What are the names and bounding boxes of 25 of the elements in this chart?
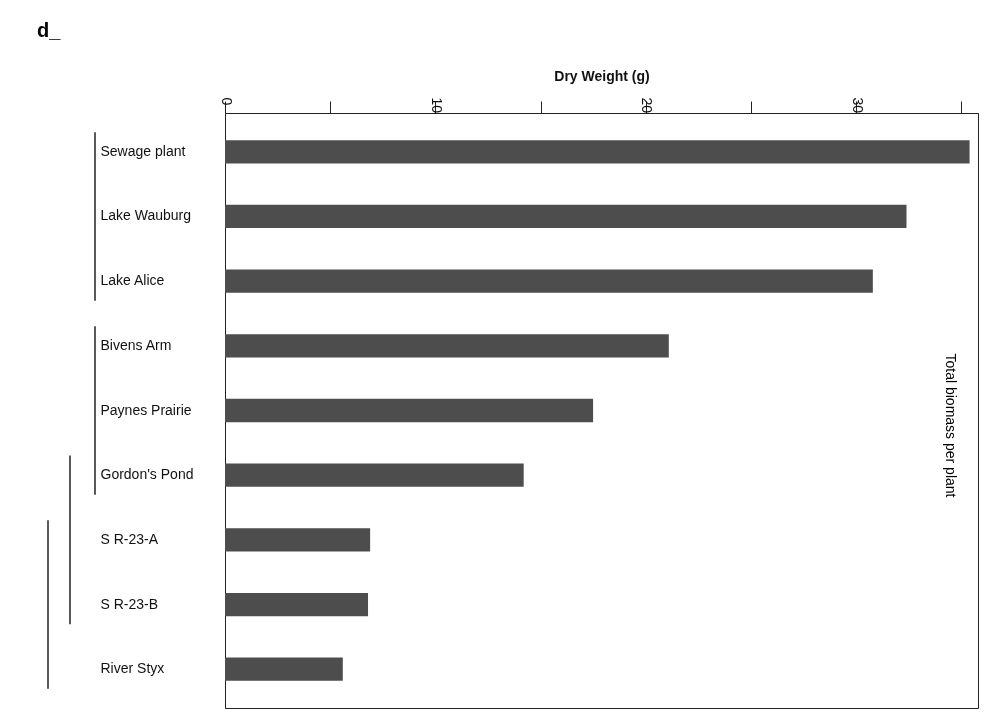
bar [225, 592, 369, 617]
bar [225, 334, 669, 358]
annotation: Total biomass per plant [943, 353, 959, 498]
bar [225, 140, 970, 164]
bar [225, 398, 594, 423]
bar [225, 657, 343, 681]
y-tick-label: S R-23-B [100, 595, 159, 612]
bar [225, 528, 371, 552]
bar [225, 463, 524, 487]
y-tick-label: Paynes Prairie [100, 401, 192, 418]
bar [225, 269, 873, 293]
x-axis-title: Dry Weight (g) [554, 67, 650, 84]
y-tick-label: Lake Wauburg [100, 207, 192, 224]
x-tick-label: 30 [849, 97, 866, 114]
y-tick-label: Lake Alice [100, 272, 165, 289]
x-tick-label: 10 [428, 97, 445, 114]
y-tick-label: Bivens Arm [100, 336, 172, 353]
x-tick-label: 0 [218, 97, 235, 106]
x-tick-label: 20 [639, 97, 656, 114]
y-tick-label: Sewage plant [100, 142, 186, 159]
y-tick-label: S R-23-A [100, 530, 159, 547]
y-tick-label: Gordon's Pond [100, 466, 194, 483]
bar [225, 204, 907, 229]
y-tick-label: River Styx [100, 660, 165, 677]
text: d_ [37, 19, 62, 41]
